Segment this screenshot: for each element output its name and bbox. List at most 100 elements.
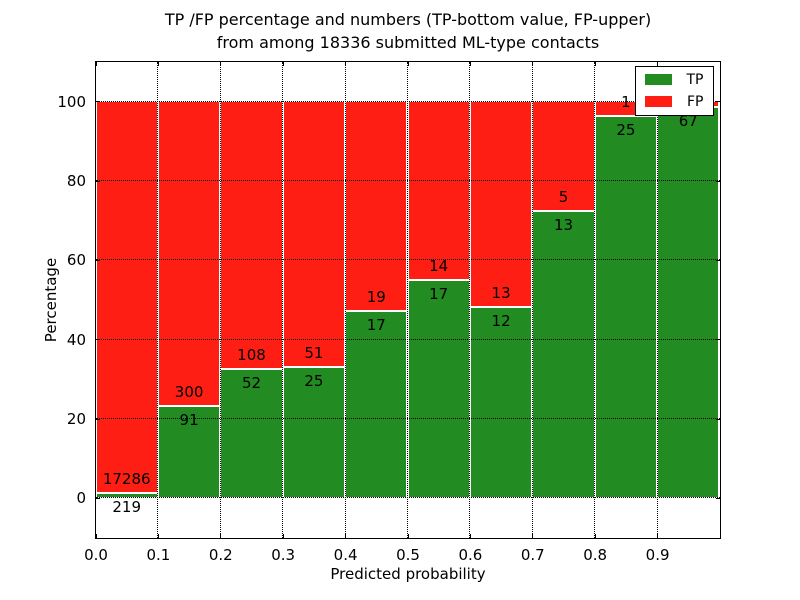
fp-count-label: 17286 [102,469,151,488]
tp-count-label: 25 [304,372,324,391]
bar-segment-fp [469,101,533,308]
y-tickmark [95,418,100,420]
x-tick-label: 0.9 [645,546,670,564]
fp-count-label: 51 [304,344,324,363]
gridline-vertical [407,61,408,538]
y-tick-label: 0 [76,489,86,508]
tp-count-label: 13 [553,216,574,235]
bar-segment-tp [95,492,158,498]
x-tickmark [220,533,222,538]
tp-count-label: 17 [429,285,449,304]
gridline-vertical [344,61,346,538]
chart-title: TP /FP percentage and numbers (TP-bottom… [96,8,720,54]
gridline-horizontal [95,180,720,181]
bar-segment-fp [220,101,283,369]
legend-entry-label: TP [686,71,704,88]
x-tickmark-top [345,61,347,66]
x-tick-label: 0.0 [84,546,108,564]
x-axis-label: Predicted probability [330,565,486,583]
y-tick-label: 20 [66,410,86,428]
bar-segment-tp [532,211,595,498]
gridline-horizontal [95,259,720,261]
x-tick-label: 0.7 [520,546,545,564]
bar-segment-fp [157,101,221,406]
chart-title-line2: from among 18336 submitted ML-type conta… [216,33,600,52]
fp-legend-swatch [644,96,672,107]
legend-entry-label: FP [687,93,704,110]
x-tickmark-top [95,61,97,66]
x-tickmark [657,533,659,538]
fp-count-label: 108 [237,345,266,364]
bar-segment-tp [407,280,470,498]
x-tick-label: 0.4 [333,546,358,564]
bar-segment-tp [220,368,283,498]
x-tick-label: 0.2 [208,546,233,564]
y-tickmark [95,259,100,261]
bar-segment-tp [345,310,408,498]
tp-count-label: 91 [179,410,199,429]
tp-count-label: 67 [678,112,698,130]
x-tick-label: 0.5 [396,546,420,564]
x-tickmark [95,533,97,538]
x-tickmark-top [469,61,471,66]
x-tickmark-top [157,61,159,66]
gridline-vertical [282,61,284,538]
bar-segment-tp [157,405,221,498]
legend-entry: TP [644,71,704,88]
x-tick-label: 0.6 [458,546,483,564]
y-tickmark-right [715,101,720,103]
y-tickmark [95,339,100,341]
x-tickmark [594,533,596,538]
fp-count-label: 300 [174,382,204,401]
fp-count-label: 1 [621,93,631,112]
tp-count-label: 52 [241,373,262,392]
y-tickmark-right [715,259,720,261]
y-tickmark [95,180,100,182]
bar-segment-tp [657,107,720,498]
y-tick-label: 100 [57,92,86,111]
bar-segment-tp [282,367,346,498]
legend: TP FP [634,65,714,116]
gridline-horizontal [95,497,720,499]
x-tickmark [469,533,471,538]
y-tickmark-right [715,339,720,341]
x-tick-label: 0.8 [583,546,608,564]
bar-segment-tp [469,307,533,498]
y-tickmark-right [715,180,720,182]
tp-count-label: 25 [616,121,636,140]
x-tickmark-top [657,61,659,66]
y-tickmark-right [715,497,720,499]
x-tickmark-top [532,61,534,66]
fp-count-label: 13 [491,284,511,303]
gridline-horizontal [95,418,720,419]
x-tickmark [407,533,409,538]
chart-title-line1: TP /FP percentage and numbers (TP-bottom… [164,10,652,29]
gridline-horizontal [95,100,720,102]
tp-count-label: 219 [112,497,142,516]
x-tickmark-top [407,61,409,66]
y-tickmark [95,497,100,499]
y-tick-label: 60 [66,251,86,270]
gridline-vertical [594,61,596,538]
gridline-vertical [656,61,658,538]
x-tickmark-top [220,61,222,66]
x-tick-label: 0.1 [146,546,171,564]
bar-segment-fp [532,101,595,212]
fp-count-label: 14 [429,257,449,276]
x-tickmark [157,533,159,538]
y-tick-label: 80 [66,172,86,190]
tp-count-label: 12 [491,312,511,331]
bar-segment-tp [594,116,658,498]
fp-count-label: 5 [558,188,569,207]
x-tickmark [532,533,534,538]
plot-area: TP FP 17286 219 300 91 108 52 51 25 19 17 14 17 13 12 5… [94,60,721,539]
tp-count-label: 17 [366,315,386,334]
gridline-vertical [157,61,159,538]
y-tickmark [95,101,100,103]
bar-segment-fp [282,101,346,368]
gridline-vertical [219,61,221,538]
x-tickmark-top [282,61,284,66]
x-tickmark-top [594,61,596,66]
y-tickmark-right [715,418,720,420]
